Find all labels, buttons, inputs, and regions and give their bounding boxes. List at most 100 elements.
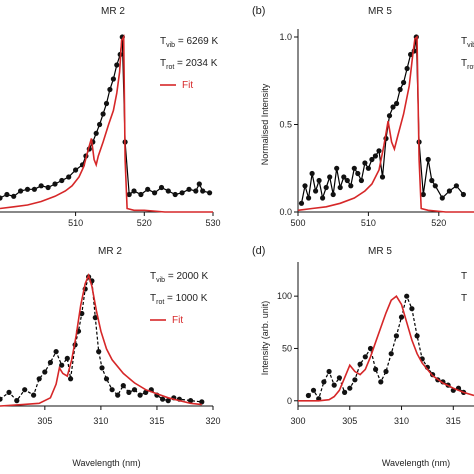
data-point bbox=[59, 362, 65, 368]
data-point bbox=[103, 100, 110, 107]
x-tick-label: 510 bbox=[361, 218, 376, 228]
x-tick-label: 300 bbox=[290, 416, 305, 426]
data-point bbox=[193, 188, 199, 194]
x-tick-label: 500 bbox=[290, 218, 305, 228]
data-point bbox=[188, 398, 194, 404]
data-point bbox=[348, 183, 354, 189]
data-point bbox=[18, 188, 24, 194]
x-tick-label: 310 bbox=[394, 416, 409, 426]
data-point bbox=[460, 191, 466, 198]
data-point bbox=[99, 365, 105, 371]
legend-text: Tvib = 2000 K bbox=[150, 271, 208, 284]
panel-tag: (d) bbox=[252, 245, 265, 257]
x-tick-label: 310 bbox=[93, 416, 108, 426]
data-point bbox=[376, 148, 382, 154]
data-point bbox=[45, 184, 51, 191]
data-point bbox=[179, 190, 185, 196]
chart-panel-1: 510 520 530 MR 2 Tvib = 6269 K Trot = 2034 K F… bbox=[0, 6, 221, 228]
measured-line bbox=[0, 36, 210, 199]
data-point bbox=[306, 195, 312, 201]
data-point bbox=[302, 183, 308, 189]
data-point bbox=[196, 181, 202, 187]
data-point bbox=[186, 186, 192, 192]
chart-title: MR 2 bbox=[98, 246, 122, 257]
data-point bbox=[138, 191, 144, 198]
y-tick-label: 100 bbox=[277, 291, 292, 301]
data-point bbox=[337, 184, 343, 191]
y-tick-label: 0.5 bbox=[279, 120, 292, 130]
data-point bbox=[131, 387, 138, 393]
data-point bbox=[344, 177, 350, 184]
fit-line bbox=[0, 273, 202, 407]
data-point bbox=[390, 104, 396, 110]
data-point bbox=[31, 186, 37, 192]
legend-text: Trot = 2034 K bbox=[160, 58, 218, 71]
x-tick-label: 530 bbox=[205, 218, 220, 228]
data-point bbox=[199, 399, 205, 405]
data-point bbox=[0, 195, 3, 201]
data-point bbox=[100, 111, 106, 117]
data-point bbox=[365, 165, 371, 171]
data-point bbox=[109, 387, 115, 393]
data-point bbox=[137, 392, 143, 398]
data-point bbox=[393, 333, 399, 339]
fit-line bbox=[0, 34, 213, 213]
data-point bbox=[165, 398, 171, 404]
data-point bbox=[47, 359, 54, 366]
y-tick-label: 50 bbox=[282, 343, 292, 353]
legend-fit-label: Fit bbox=[182, 80, 193, 91]
legend: Tvib Trot bbox=[461, 36, 474, 71]
data-point bbox=[367, 345, 374, 352]
data-point bbox=[330, 191, 336, 198]
data-point bbox=[38, 183, 44, 189]
data-point bbox=[397, 86, 403, 93]
legend: Tvib = 6269 K Trot = 2034 K Fit bbox=[160, 36, 218, 91]
data-point bbox=[369, 156, 375, 163]
data-point bbox=[97, 121, 103, 128]
data-point bbox=[92, 315, 98, 321]
data-point bbox=[326, 368, 332, 375]
x-tick-label: 520 bbox=[431, 218, 446, 228]
data-point bbox=[4, 191, 10, 198]
data-point bbox=[383, 368, 389, 375]
x-tick-label: 315 bbox=[446, 416, 461, 426]
data-point bbox=[66, 174, 72, 180]
data-point bbox=[120, 383, 126, 389]
data-point bbox=[143, 389, 149, 395]
data-point bbox=[453, 183, 459, 189]
legend-text: Tvib bbox=[461, 36, 474, 49]
data-point bbox=[158, 184, 165, 191]
data-point bbox=[0, 396, 3, 402]
data-point bbox=[14, 398, 20, 404]
legend-text: Trot bbox=[461, 58, 474, 71]
data-point bbox=[207, 190, 213, 196]
data-point bbox=[200, 188, 206, 194]
x-axis-label: Wavelength (nm) bbox=[382, 458, 450, 468]
data-point bbox=[362, 160, 368, 166]
data-point bbox=[334, 165, 340, 171]
data-point bbox=[432, 183, 438, 189]
data-point bbox=[401, 79, 407, 86]
chart-panel-4: 300 305 310 315 0 50 100 Intensity (arb. unit) W… bbox=[252, 245, 474, 468]
data-point bbox=[42, 369, 48, 375]
data-point bbox=[59, 177, 65, 184]
y-axis-label: Intensity (arb. unit) bbox=[260, 301, 270, 376]
data-point bbox=[298, 200, 305, 206]
data-point bbox=[379, 174, 386, 180]
data-point bbox=[6, 389, 12, 395]
data-point bbox=[357, 361, 363, 367]
data-point bbox=[110, 76, 116, 82]
data-point bbox=[398, 314, 405, 320]
data-point bbox=[351, 165, 357, 171]
data-point bbox=[327, 174, 333, 180]
data-point bbox=[342, 389, 348, 395]
x-tick-label: 520 bbox=[137, 218, 152, 228]
chart-title: MR 5 bbox=[368, 6, 392, 17]
data-point bbox=[53, 349, 59, 355]
data-point bbox=[414, 333, 420, 339]
x-tick-label: 315 bbox=[149, 416, 164, 426]
fit-line bbox=[298, 295, 474, 402]
chart-title: MR 2 bbox=[101, 6, 125, 17]
